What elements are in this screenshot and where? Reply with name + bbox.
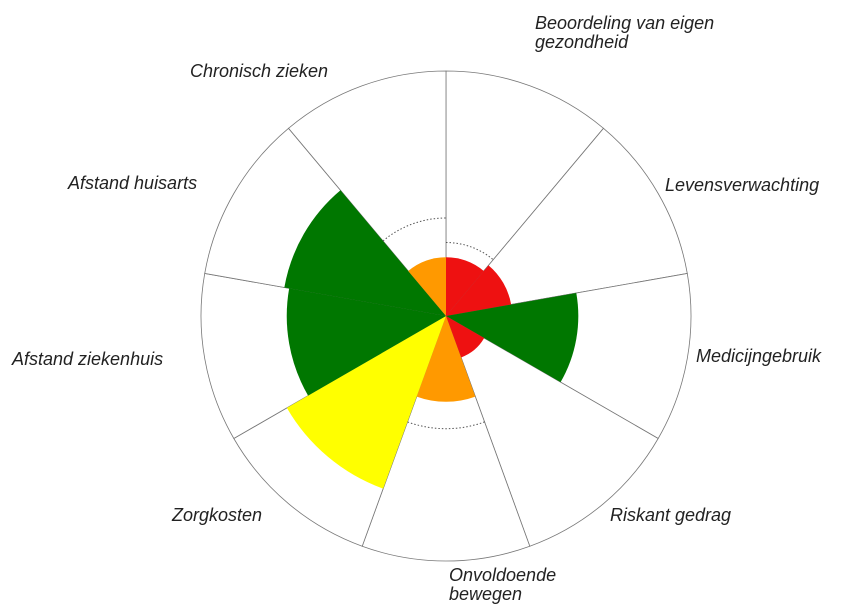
sector bbox=[446, 316, 485, 358]
reference-arc bbox=[407, 421, 485, 430]
category-label: Afstand ziekenhuis bbox=[12, 349, 164, 369]
sector bbox=[284, 190, 446, 316]
sector bbox=[446, 293, 579, 383]
category-label: Zorgkosten bbox=[172, 505, 263, 525]
sector-frame bbox=[445, 315, 659, 547]
category-label: Riskant gedrag bbox=[610, 505, 732, 525]
category-label: Onvoldoende bewegen bbox=[449, 565, 557, 604]
category-label: Beoordeling van eigen gezondheid bbox=[535, 13, 715, 52]
sector bbox=[416, 316, 476, 402]
sector-frame bbox=[444, 127, 688, 317]
sector-frame bbox=[361, 314, 531, 562]
sector bbox=[408, 257, 446, 316]
category-label: Afstand huisarts bbox=[68, 173, 198, 193]
sector bbox=[286, 316, 446, 489]
category-label: Chronisch zieken bbox=[190, 61, 329, 81]
sector bbox=[446, 257, 484, 316]
category-label: Levensverwachting bbox=[665, 175, 820, 195]
category-label: Medicijngebruik bbox=[696, 346, 822, 366]
reference-arc bbox=[445, 242, 494, 261]
sector bbox=[286, 288, 446, 396]
sector bbox=[446, 265, 512, 316]
sector-frame bbox=[287, 70, 447, 318]
sector-frame bbox=[445, 70, 605, 318]
